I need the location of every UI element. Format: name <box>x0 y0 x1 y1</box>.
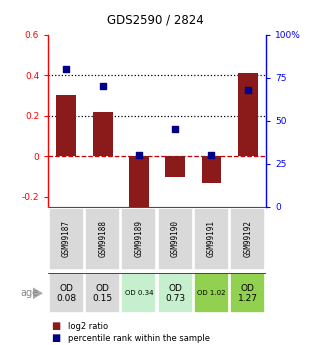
Point <box>137 152 142 158</box>
Polygon shape <box>85 208 120 269</box>
Polygon shape <box>85 273 120 313</box>
Bar <box>165 156 185 177</box>
Polygon shape <box>158 208 193 269</box>
Text: ■: ■ <box>51 321 61 331</box>
Polygon shape <box>33 287 43 299</box>
Text: GSM99190: GSM99190 <box>171 220 180 257</box>
Point <box>173 127 178 132</box>
Polygon shape <box>49 273 84 313</box>
Bar <box>56 95 76 156</box>
Text: GSM99188: GSM99188 <box>98 220 107 257</box>
Text: GSM99191: GSM99191 <box>207 220 216 257</box>
Polygon shape <box>49 208 84 269</box>
Text: ■: ■ <box>51 333 61 343</box>
Text: GDS2590 / 2824: GDS2590 / 2824 <box>107 14 204 27</box>
Bar <box>238 73 258 156</box>
Text: log2 ratio: log2 ratio <box>68 322 109 331</box>
Polygon shape <box>194 273 229 313</box>
Text: OD
0.08: OD 0.08 <box>56 284 77 303</box>
Bar <box>129 156 149 207</box>
Point <box>64 66 69 72</box>
Text: OD 0.34: OD 0.34 <box>125 290 153 296</box>
Polygon shape <box>158 273 193 313</box>
Text: age: age <box>20 288 38 298</box>
Bar <box>93 112 113 156</box>
Text: OD 1.02: OD 1.02 <box>197 290 226 296</box>
Polygon shape <box>122 208 156 269</box>
Text: percentile rank within the sample: percentile rank within the sample <box>68 334 211 343</box>
Polygon shape <box>230 208 265 269</box>
Text: GSM99187: GSM99187 <box>62 220 71 257</box>
Polygon shape <box>122 273 156 313</box>
Text: OD
0.73: OD 0.73 <box>165 284 185 303</box>
Bar <box>202 156 221 183</box>
Text: GSM99192: GSM99192 <box>243 220 252 257</box>
Point <box>100 83 105 89</box>
Text: GSM99189: GSM99189 <box>134 220 143 257</box>
Point <box>209 152 214 158</box>
Point <box>245 87 250 92</box>
Polygon shape <box>194 208 229 269</box>
Polygon shape <box>230 273 265 313</box>
Text: OD
1.27: OD 1.27 <box>238 284 258 303</box>
Text: OD
0.15: OD 0.15 <box>93 284 113 303</box>
